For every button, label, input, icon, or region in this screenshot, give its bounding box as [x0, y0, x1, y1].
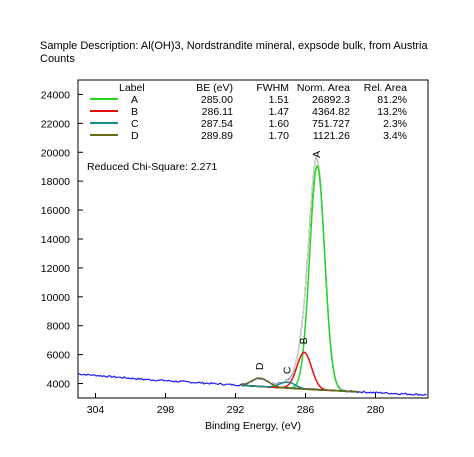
chi-square-label: Reduced Chi-Square: 2.271 [87, 161, 217, 173]
table-header-4: Rel. Area [364, 82, 407, 94]
x-tick-label: 304 [87, 404, 105, 416]
y-tick-label: 10000 [41, 292, 70, 304]
y-tick-label: 6000 [47, 350, 71, 362]
legend-cell: 26892.3 [312, 94, 350, 106]
y-tick-label: 12000 [41, 263, 70, 275]
legend-cell: B [131, 106, 138, 118]
y-tick-label: 18000 [41, 176, 70, 188]
chart-title: Sample Description: Al(OH)3, Nordstrandi… [40, 40, 428, 52]
legend-cell: 1.60 [269, 118, 290, 130]
peak-label-b: B [298, 337, 310, 344]
legend-cell: D [131, 130, 139, 142]
legend-cell: A [131, 94, 138, 106]
legend-cell: 1.70 [269, 130, 290, 142]
legend-cell: C [131, 118, 139, 130]
peak-label-a: A [311, 151, 323, 158]
legend-cell: 751.727 [312, 118, 350, 130]
x-axis-label: Binding Energy, (eV) [205, 420, 301, 432]
raw-data-series [78, 156, 427, 397]
legend-cell: 285.00 [201, 94, 233, 106]
x-tick-label: 298 [157, 404, 175, 416]
legend-cell: 289.89 [201, 130, 233, 142]
table-header-2: FWHM [256, 82, 289, 94]
legend-cell: 286.11 [202, 106, 233, 118]
x-tick-label: 280 [367, 404, 385, 416]
legend-cell: 13.2% [377, 106, 407, 118]
y-tick-label: 24000 [41, 89, 70, 101]
x-tick-label: 286 [297, 404, 315, 416]
chart-header: Sample Description: Al(OH)3, Nordstrandi… [40, 40, 428, 66]
peak-label-d: D [254, 362, 266, 370]
legend-cell: 81.2% [377, 94, 407, 106]
y-tick-label: 4000 [47, 379, 71, 391]
x-tick-label: 292 [227, 404, 245, 416]
legend-cell: 1.47 [269, 106, 290, 118]
legend-cell: 287.54 [201, 118, 233, 130]
y-axis-label: Counts [40, 53, 75, 65]
y-tick-label: 14000 [41, 234, 70, 246]
legend-cell: 3.4% [383, 130, 407, 142]
legend-cell: 2.3% [383, 118, 407, 130]
y-tick-label: 22000 [41, 118, 70, 130]
legend-cell: 1121.26 [313, 130, 350, 142]
y-tick-label: 8000 [47, 321, 71, 333]
y-tick-label: 16000 [41, 205, 70, 217]
peak-d [241, 377, 358, 393]
legend-cell: 4364.82 [312, 106, 350, 118]
fit-envelope [241, 157, 358, 393]
table-header-3: Norm. Area [297, 82, 350, 94]
y-tick-label: 20000 [41, 147, 70, 159]
table-header-1: BE (eV) [196, 82, 233, 94]
peak-label-c: C [282, 366, 294, 374]
legend-cell: 1.51 [269, 94, 290, 106]
table-header-0: Label [119, 82, 145, 94]
